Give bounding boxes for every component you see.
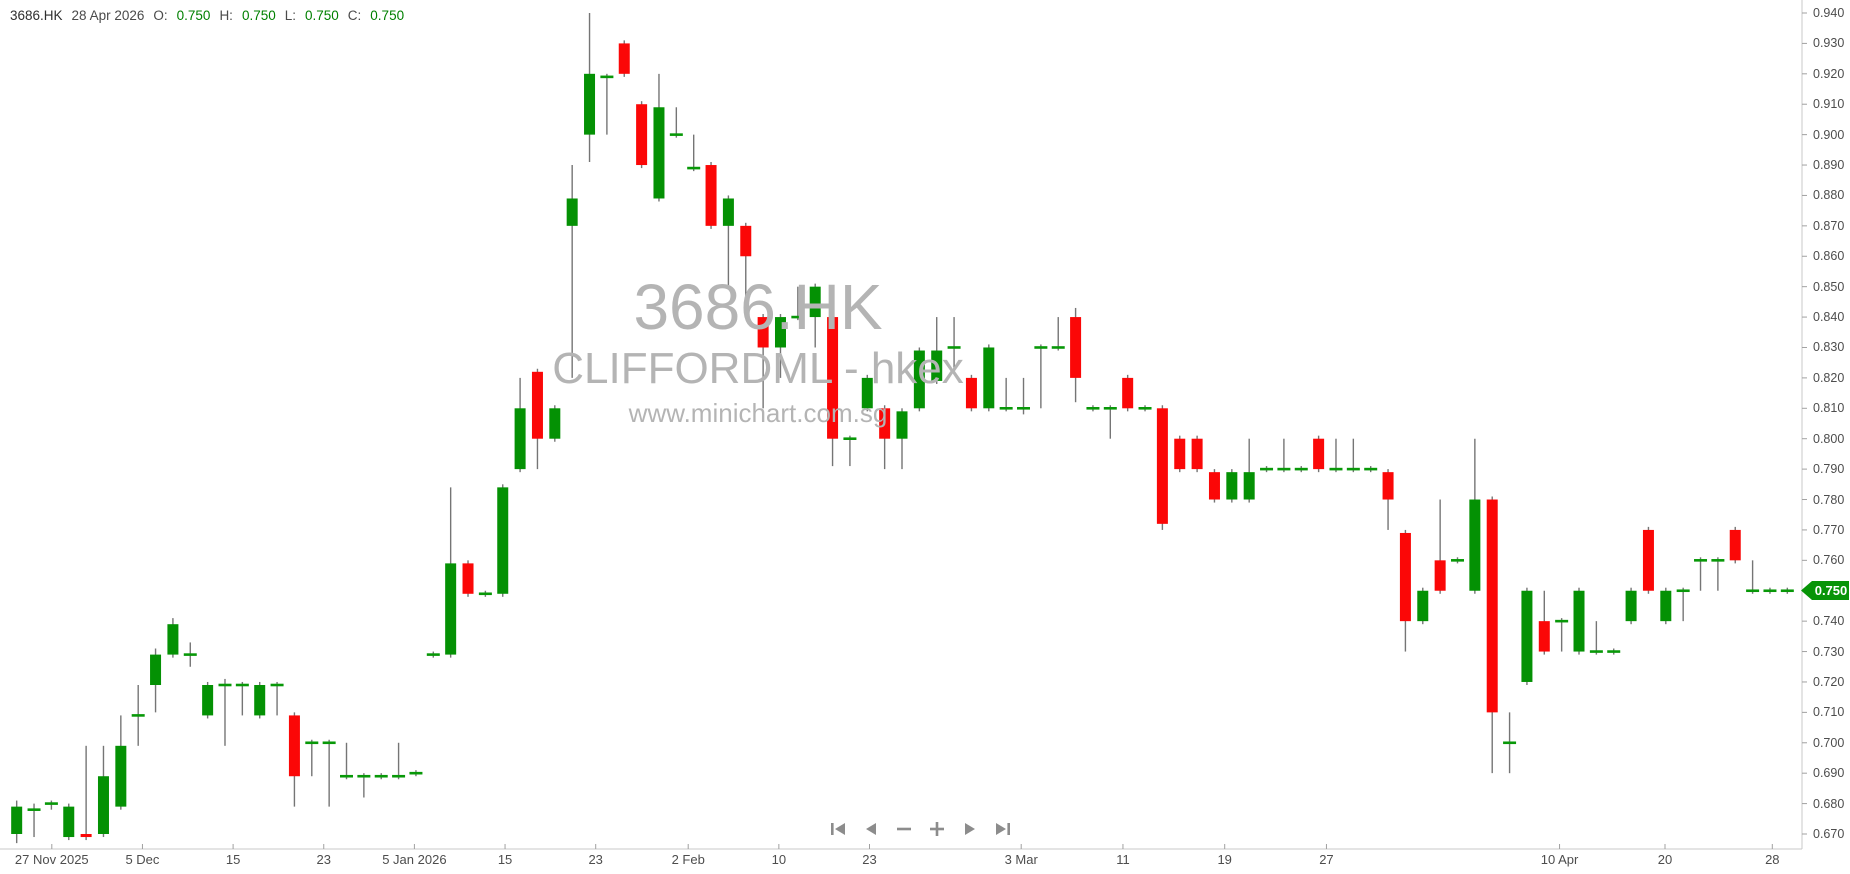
- skip-to-start-button[interactable]: [826, 817, 850, 841]
- price-tag-value: 0.750: [1814, 583, 1848, 598]
- x-axis-tick-label: 28: [1765, 852, 1780, 867]
- y-axis-tick-label: 0.850: [1813, 279, 1845, 294]
- y-axis-tick-label: 0.810: [1813, 401, 1845, 416]
- zoom-in-icon: [930, 822, 944, 836]
- x-axis-tick-label: 15: [497, 852, 513, 867]
- y-axis-tick-label: 0.880: [1813, 188, 1845, 203]
- low-label: L:: [284, 8, 296, 23]
- y-axis-tick-label: 0.700: [1813, 735, 1845, 750]
- y-axis-tick-label: 0.760: [1813, 553, 1845, 568]
- skip-to-start-icon: [831, 823, 845, 835]
- y-axis-tick-label: 0.730: [1813, 644, 1845, 659]
- y-axis-tick-label: 0.820: [1813, 370, 1845, 385]
- ohlc-header: 3686.HK 28 Apr 2026 O: 0.750 H: 0.750 L:…: [10, 8, 404, 23]
- step-forward-icon: [965, 823, 975, 835]
- x-axis-tick-label: 3 Mar: [1004, 852, 1038, 867]
- y-axis-tick-label: 0.790: [1813, 462, 1845, 477]
- close-value: 0.750: [370, 8, 405, 23]
- y-axis-tick-label: 0.670: [1813, 827, 1845, 841]
- x-axis-tick-label: 2 Feb: [671, 852, 705, 867]
- open-label: O:: [153, 8, 168, 23]
- y-axis-tick-label: 0.940: [1813, 6, 1845, 20]
- x-axis-tick-label: 23: [588, 852, 603, 867]
- x-axis-tick-label: 19: [1217, 852, 1232, 867]
- step-back-icon: [866, 823, 876, 835]
- high-label: H:: [219, 8, 233, 23]
- open-value: 0.750: [176, 8, 211, 23]
- y-axis-tick-label: 0.900: [1813, 127, 1845, 142]
- y-axis-tick-label: 0.800: [1813, 431, 1845, 446]
- price-tag-shape: [1801, 581, 1849, 600]
- x-axis-tick-label: 20: [1657, 852, 1673, 867]
- x-axis-tick-label: 27 Nov 2025: [14, 852, 89, 867]
- x-axis-tick-label: 10 Apr: [1540, 852, 1579, 867]
- x-axis-tick-label: 11: [1116, 852, 1130, 867]
- y-axis-tick-label: 0.770: [1813, 522, 1845, 537]
- y-axis-tick-label: 0.690: [1813, 766, 1845, 781]
- y-axis-tick-label: 0.710: [1813, 705, 1845, 720]
- symbol-label: 3686.HK: [10, 8, 63, 23]
- y-axis-tick-label: 0.920: [1813, 66, 1845, 81]
- y-axis-tick-label: 0.740: [1813, 614, 1845, 629]
- close-label: C:: [347, 8, 362, 23]
- y-axis-tick-label: 0.830: [1813, 340, 1845, 355]
- date-label: 28 Apr 2026: [71, 8, 145, 23]
- y-axis-tick-label: 0.680: [1813, 796, 1845, 811]
- step-back-button[interactable]: [859, 817, 883, 841]
- zoom-out-icon: [897, 827, 911, 831]
- y-axis-tick-label: 0.930: [1813, 36, 1845, 51]
- x-axis-tick-label: 27: [1319, 852, 1334, 867]
- high-value: 0.750: [241, 8, 276, 23]
- zoom-in-button[interactable]: [925, 817, 949, 841]
- y-axis-tick-label: 0.870: [1813, 218, 1845, 233]
- x-axis-tick-label: 23: [316, 852, 331, 867]
- x-axis-tick-label: 10: [771, 852, 787, 867]
- x-axis-tick-label: 5 Jan 2026: [382, 852, 447, 867]
- x-axis-tick-label: 23: [862, 852, 877, 867]
- x-axis-tick-label: 15: [225, 852, 241, 867]
- y-axis-tick-label: 0.890: [1813, 158, 1845, 173]
- y-axis-tick-label: 0.780: [1813, 492, 1845, 507]
- chart-toolbar: [826, 817, 1015, 841]
- skip-to-end-button[interactable]: [991, 817, 1015, 841]
- y-axis-tick-label: 0.720: [1813, 674, 1845, 689]
- y-axis-tick-label: 0.840: [1813, 310, 1845, 325]
- low-value: 0.750: [305, 8, 339, 23]
- zoom-out-button[interactable]: [892, 817, 916, 841]
- x-axis-tick-label: 5 Dec: [125, 852, 160, 867]
- step-forward-button[interactable]: [958, 817, 982, 841]
- last-price-tag: 0.750: [1801, 580, 1850, 601]
- y-axis-tick-label: 0.910: [1813, 97, 1845, 112]
- skip-to-end-icon: [996, 823, 1010, 835]
- y-axis-tick-label: 0.860: [1813, 249, 1845, 264]
